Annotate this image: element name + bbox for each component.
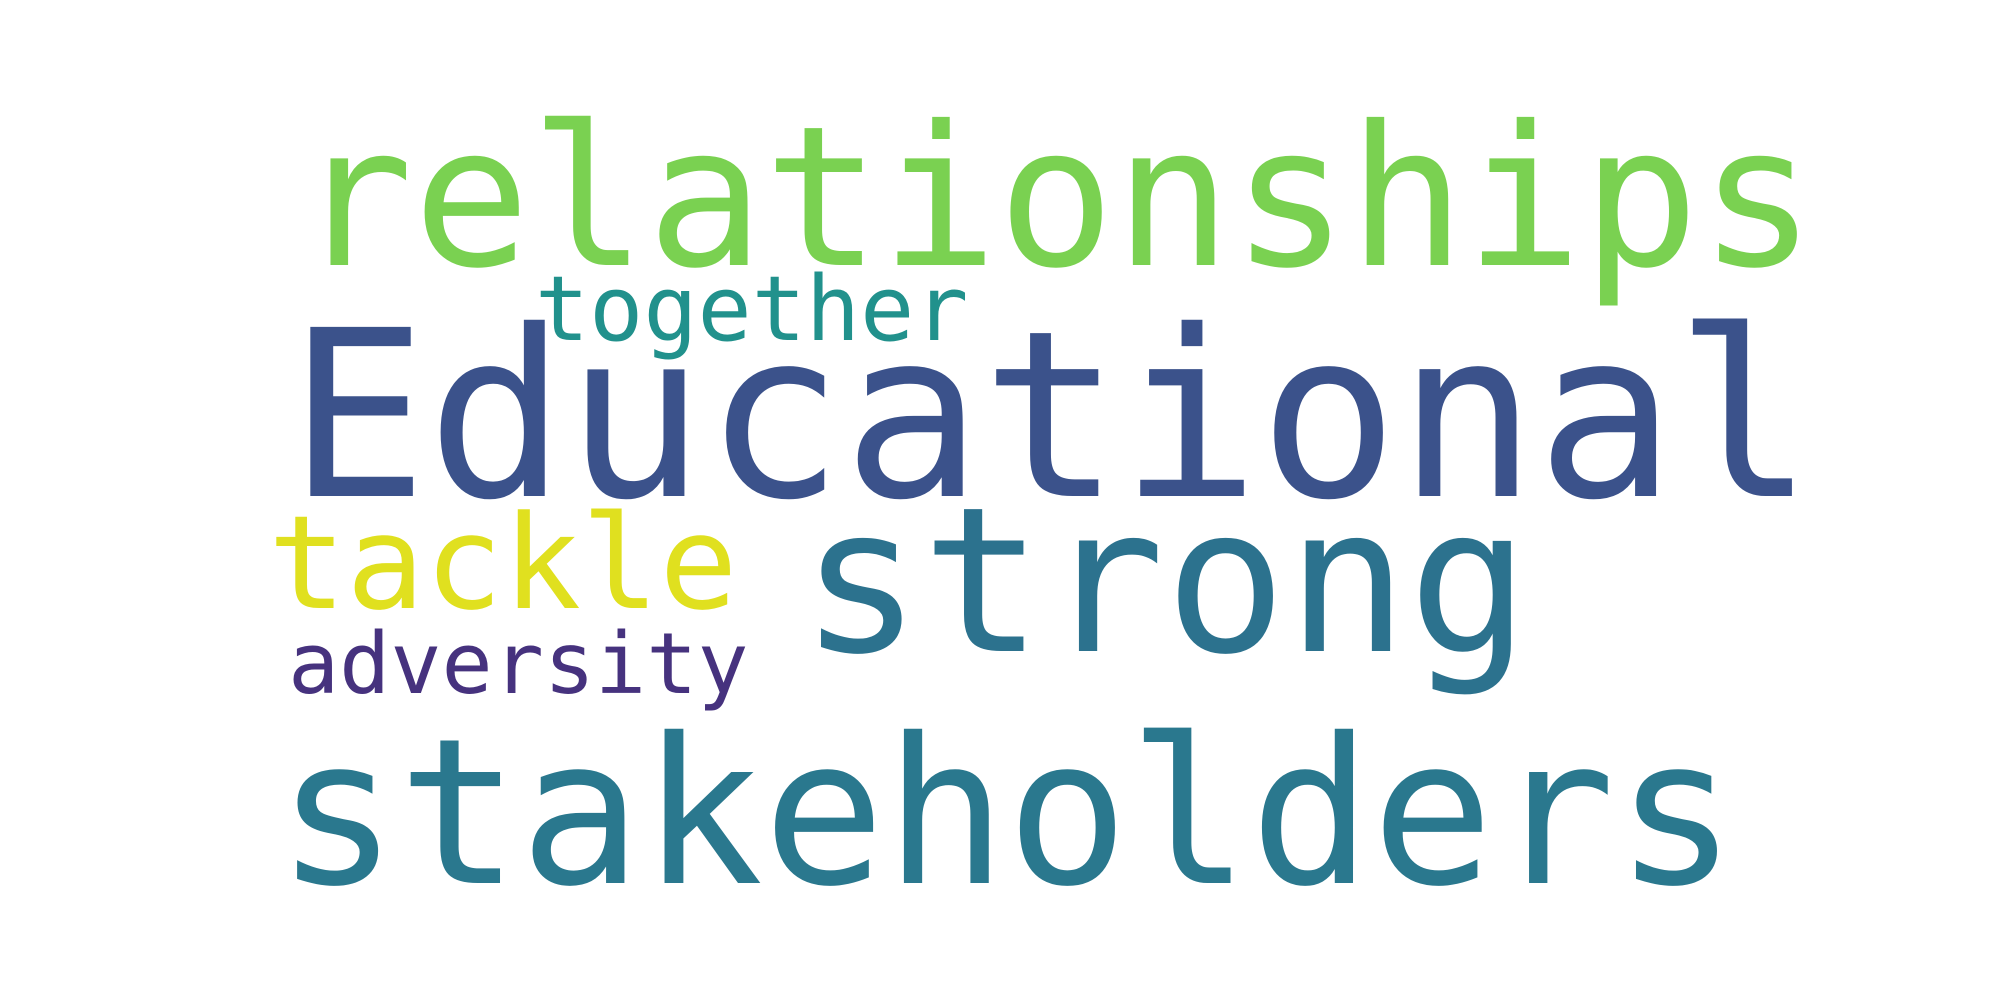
- word-together: together: [535, 257, 969, 362]
- word-tackle: tackle: [268, 487, 738, 639]
- word-educational: Educational: [288, 281, 1814, 551]
- word-stakeholders: stakeholders: [276, 695, 1737, 931]
- word-adversity: adversity: [288, 615, 749, 714]
- word-relationships: relationships: [296, 84, 1816, 311]
- word-strong: strong: [800, 463, 1530, 699]
